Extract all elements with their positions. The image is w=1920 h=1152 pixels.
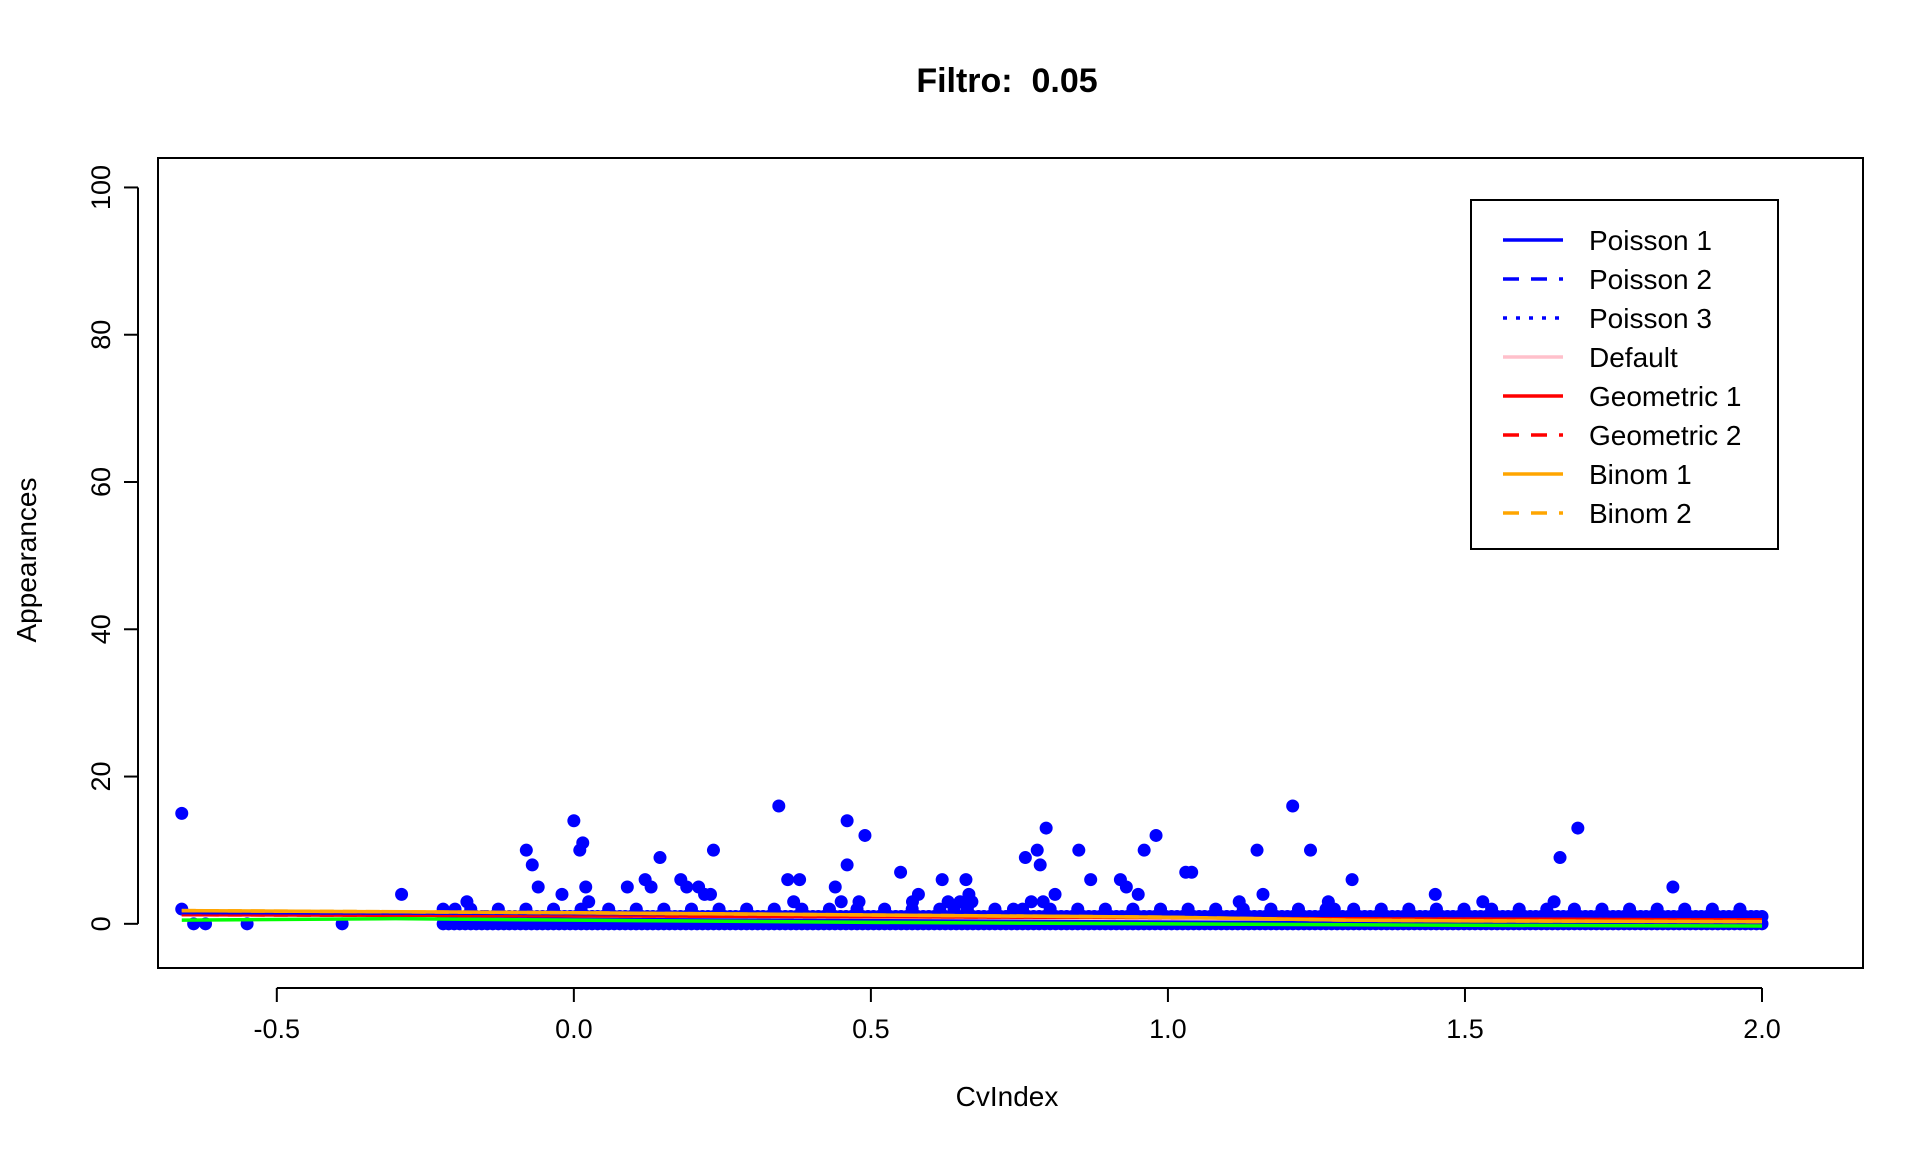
data-point: [620, 880, 634, 894]
data-point: [1428, 887, 1442, 901]
data-point: [1286, 799, 1300, 813]
data-point: [395, 887, 409, 901]
data-point: [894, 865, 908, 879]
data-point: [787, 895, 801, 909]
legend-label: Poisson 3: [1589, 303, 1712, 334]
data-point: [840, 814, 854, 828]
data-point: [1048, 887, 1062, 901]
x-tick-label: 0.5: [852, 1014, 890, 1044]
data-point: [644, 880, 658, 894]
data-point: [1476, 895, 1490, 909]
data-point: [858, 828, 872, 842]
data-point: [911, 887, 925, 901]
data-point: [1232, 895, 1246, 909]
data-point: [1024, 895, 1038, 909]
data-point: [1131, 887, 1145, 901]
x-tick-label: 1.0: [1149, 1014, 1187, 1044]
data-point: [576, 836, 590, 850]
data-point: [582, 895, 596, 909]
y-tick-label: 0: [86, 916, 116, 931]
data-point: [706, 843, 720, 857]
legend-label: Geometric 2: [1589, 420, 1742, 451]
data-point: [1149, 828, 1163, 842]
x-tick-label: 1.5: [1446, 1014, 1484, 1044]
data-point: [965, 895, 979, 909]
data-point: [1256, 887, 1270, 901]
data-point: [703, 887, 717, 901]
legend-box: [1470, 199, 1779, 550]
data-point: [1119, 880, 1133, 894]
y-tick-label: 60: [86, 467, 116, 497]
chart-title: Filtro: 0.05: [916, 62, 1097, 100]
data-point: [834, 895, 848, 909]
data-point: [1018, 851, 1032, 865]
data-point: [1072, 843, 1086, 857]
data-point: [1185, 865, 1199, 879]
data-point: [1030, 843, 1044, 857]
y-tick-label: 100: [86, 165, 116, 210]
plot-area: [175, 799, 1769, 931]
series-line: [181, 916, 1763, 928]
data-point: [531, 880, 545, 894]
legend-label: Poisson 2: [1589, 264, 1712, 295]
data-point: [1137, 843, 1151, 857]
data-point: [1250, 843, 1264, 857]
data-point: [935, 873, 949, 887]
data-point: [525, 858, 539, 872]
data-point: [519, 843, 533, 857]
data-point: [1304, 843, 1318, 857]
data-point: [1033, 858, 1047, 872]
legend-label: Binom 2: [1589, 498, 1692, 529]
data-point: [781, 873, 795, 887]
data-point: [1553, 851, 1567, 865]
legend-label: Binom 1: [1589, 459, 1692, 490]
data-point: [555, 887, 569, 901]
series-line: [181, 908, 1763, 924]
x-axis-label: CvIndex: [956, 1081, 1059, 1112]
data-point: [852, 895, 866, 909]
data-point: [1006, 902, 1020, 916]
data-point: [1327, 902, 1341, 916]
data-point: [1666, 880, 1680, 894]
data-point: [460, 895, 474, 909]
data-point: [1345, 873, 1359, 887]
data-point: [953, 895, 967, 909]
data-point: [1571, 821, 1585, 835]
legend-label: Poisson 1: [1589, 225, 1712, 256]
data-point: [579, 880, 593, 894]
x-tick-label: 0.0: [555, 1014, 593, 1044]
data-point: [653, 851, 667, 865]
data-point: [828, 880, 842, 894]
legend-label: Default: [1589, 342, 1678, 373]
legend: Poisson 1 Poisson 2 Poisson 3 Default Geomet…: [1470, 199, 1779, 550]
x-tick-label: -0.5: [254, 1014, 301, 1044]
data-point: [959, 873, 973, 887]
y-tick-label: 40: [86, 614, 116, 644]
data-point: [1084, 873, 1098, 887]
y-tick-label: 80: [86, 320, 116, 350]
x-tick-label: 2.0: [1743, 1014, 1781, 1044]
data-point: [772, 799, 786, 813]
data-point: [840, 858, 854, 872]
data-point: [567, 814, 581, 828]
y-tick-label: 20: [86, 762, 116, 792]
data-point: [793, 873, 807, 887]
data-point: [680, 880, 694, 894]
data-point: [1547, 895, 1561, 909]
plot-frame: [157, 157, 1864, 969]
y-axis-label: Appearances: [11, 477, 42, 642]
data-layer: [175, 799, 1769, 931]
axes: -0.5 0.0 0.5 1.0 1.5 2.0 0 20 40 60 80 100: [86, 157, 1864, 1044]
data-point: [1039, 821, 1053, 835]
legend-label: Geometric 1: [1589, 381, 1742, 412]
data-point: [175, 806, 189, 820]
data-point: [1036, 895, 1050, 909]
